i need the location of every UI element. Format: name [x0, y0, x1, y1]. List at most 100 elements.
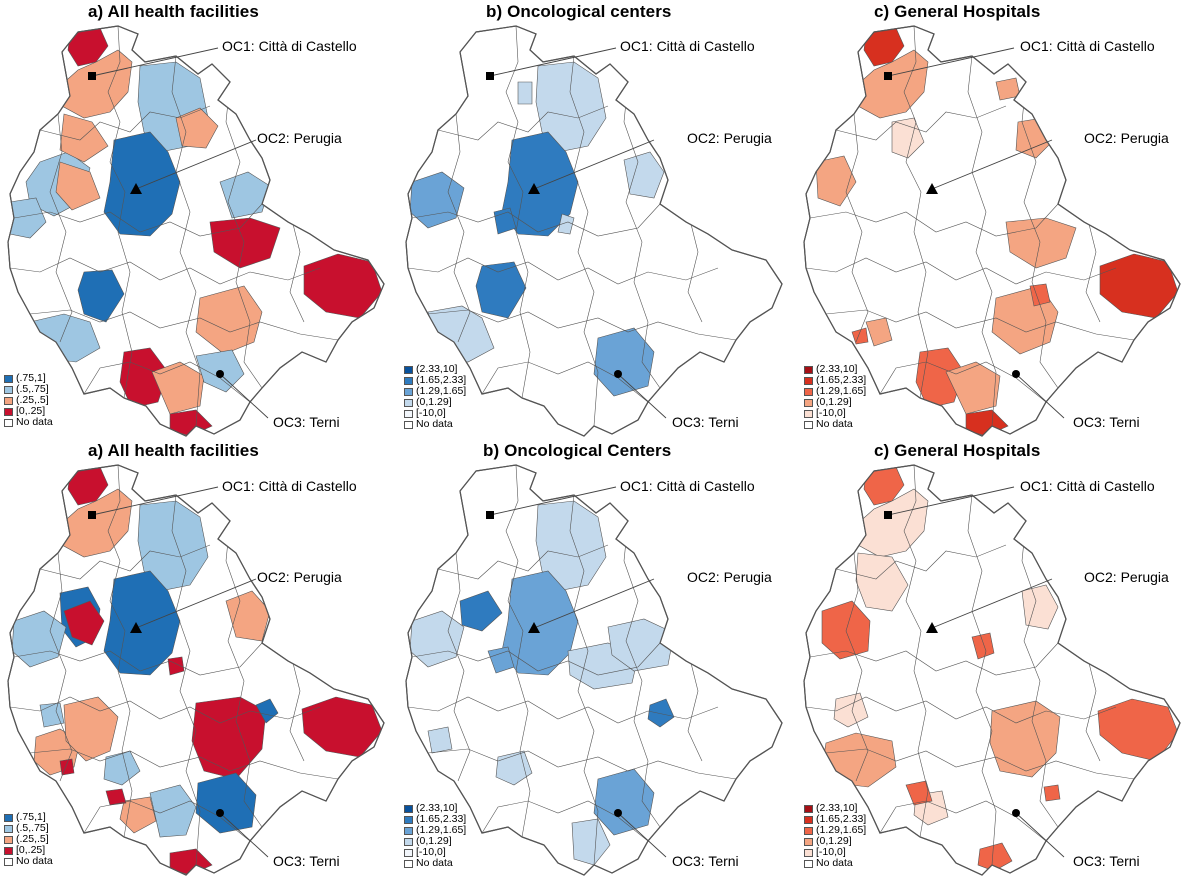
- municipality-border: [623, 520, 661, 828]
- legend-row: [0,.25]: [4, 845, 53, 856]
- municipality-border: [835, 544, 1007, 580]
- municipalities: [407, 465, 737, 866]
- municipality-area: [63, 696, 119, 762]
- municipality-area: [891, 117, 925, 159]
- label-oc3-top-b: OC3: Terni: [672, 414, 739, 430]
- legend-label: (2.33,10]: [816, 363, 858, 375]
- municipalities: [9, 465, 383, 875]
- legend-swatch: [4, 374, 13, 383]
- municipality-area: [815, 155, 857, 207]
- municipality-area: [905, 780, 933, 806]
- legend-row: (1.65,2.33]: [804, 375, 866, 386]
- legend-swatch: [804, 859, 813, 868]
- municipality-area: [191, 696, 267, 780]
- municipalities: [805, 465, 1179, 872]
- municipality-border: [623, 81, 661, 389]
- label-oc2-top-a: OC2: Perugia: [257, 130, 342, 146]
- leader-line-oc1: [91, 47, 219, 77]
- municipality-border: [407, 257, 719, 285]
- legend-label: [-10,0]: [816, 407, 846, 419]
- label-oc2-bottom-b: OC2: Perugia: [687, 569, 772, 585]
- municipality-border: [505, 26, 531, 399]
- municipality-area: [623, 151, 665, 199]
- panel-title-bottom-b: b) Oncological Centers: [483, 441, 672, 460]
- municipality-area: [195, 285, 263, 355]
- municipality-border: [13, 203, 263, 237]
- legend-bottom-c: (2.33,10] (1.65,2.33] (1.29,1.65] (0,1.2…: [804, 803, 866, 869]
- legend-bottom-b: (2.33,10] (1.65,2.33] (1.29,1.65] (0,1.2…: [404, 803, 466, 869]
- legend-swatch: [4, 396, 13, 405]
- municipality-border: [805, 696, 1117, 724]
- legend-swatch: [804, 815, 813, 824]
- municipality-area: [475, 261, 527, 319]
- leader-line-oc2: [533, 139, 655, 190]
- legend-top-a: (.75,1] (.5,.75] (.25,.5] [0,.25] No dat…: [4, 373, 53, 428]
- municipality-border: [107, 465, 133, 838]
- legend-swatch: [804, 387, 813, 396]
- municipality-area: [427, 726, 453, 754]
- legend-label: (1.29,1.65]: [416, 824, 467, 836]
- municipality-border: [809, 642, 1059, 676]
- municipality-area: [493, 207, 517, 235]
- panel-title-top-b: b) Oncological centers: [486, 2, 672, 21]
- legend-row: (2.33,10]: [404, 803, 466, 814]
- legend-row: (1.29,1.65]: [404, 825, 466, 836]
- legend-label: (0,1.29]: [416, 396, 452, 408]
- label-oc1-bottom-c: OC1: Città di Castello: [1020, 478, 1155, 494]
- region-border: [7, 464, 385, 876]
- leader-line-oc2: [135, 139, 257, 190]
- legend-label: [0,.25]: [16, 844, 46, 856]
- oc2-triangle-marker: [528, 622, 540, 633]
- municipality-area: [105, 788, 127, 806]
- legend-swatch: [804, 837, 813, 846]
- leader-line-oc1: [887, 486, 1015, 516]
- oc1-square-marker: [486, 511, 494, 519]
- legend-label: [-10,0]: [416, 846, 446, 858]
- legend-row: (1.65,2.33]: [404, 375, 466, 386]
- municipality-border: [9, 257, 321, 285]
- municipality-area: [1097, 698, 1179, 762]
- legend-label: (2.33,10]: [416, 802, 458, 814]
- legend-row: (.5,.75]: [4, 384, 53, 395]
- legend-row: (2.33,10]: [804, 803, 866, 814]
- legend-label: [-10,0]: [816, 846, 846, 858]
- municipality-border: [427, 309, 737, 341]
- municipality-area: [607, 618, 675, 672]
- leader-line-oc3: [1015, 373, 1065, 419]
- legend-swatch: [4, 385, 13, 394]
- legend-swatch: [404, 409, 413, 418]
- municipality-area: [557, 213, 575, 235]
- legend-swatch: [404, 420, 413, 429]
- leader-line-oc3: [617, 812, 667, 858]
- label-oc1-top-a: OC1: Città di Castello: [222, 38, 357, 54]
- municipality-area: [977, 842, 1013, 872]
- label-oc3-top-c: OC3: Terni: [1073, 414, 1140, 430]
- municipality-area: [971, 632, 995, 660]
- leader-line-oc1: [887, 47, 1015, 77]
- legend-label: (.75,1]: [16, 372, 46, 384]
- municipality-area: [647, 698, 675, 728]
- municipality-border: [967, 55, 997, 427]
- municipality-border: [845, 552, 869, 782]
- municipality-area: [535, 500, 607, 592]
- municipality-area: [865, 317, 893, 347]
- label-oc2-bottom-c: OC2: Perugia: [1084, 569, 1169, 585]
- leader-line-oc1: [91, 486, 219, 516]
- oc3-circle-marker: [1012, 809, 1020, 817]
- leader-line-oc3: [219, 812, 269, 858]
- legend-row: (.25,.5]: [4, 834, 53, 845]
- municipality-border: [171, 494, 201, 866]
- legend-swatch: [4, 846, 13, 855]
- legend-label: [0,.25]: [16, 405, 46, 417]
- municipality-border: [825, 748, 1135, 780]
- region-border: [803, 25, 1181, 437]
- oc1-square-marker: [884, 511, 892, 519]
- label-oc3-top-a: OC3: Terni: [273, 414, 340, 430]
- municipality-area: [593, 327, 655, 397]
- leader-line-oc1: [489, 486, 617, 516]
- region-border: [803, 464, 1181, 876]
- municipality-border: [569, 55, 599, 427]
- legend-label: (2.33,10]: [816, 802, 858, 814]
- municipality-border: [825, 309, 1135, 341]
